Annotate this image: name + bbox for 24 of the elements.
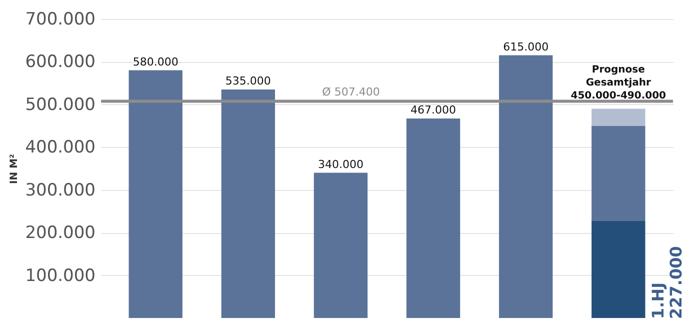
y-tick-label: 400.000 <box>25 138 96 158</box>
data-label: 615.000 <box>503 40 549 54</box>
y-tick-label: 700.000 <box>25 10 96 30</box>
y-tick-label: 100.000 <box>25 266 96 286</box>
data-label: 580.000 <box>132 55 178 68</box>
bar <box>592 126 646 222</box>
bar <box>221 89 276 318</box>
annotation: 1.HJ 227.000 <box>648 246 686 319</box>
y-tick-label: 600.000 <box>25 52 96 72</box>
data-label: 467.000 <box>410 104 456 117</box>
y-tick-label: 500.000 <box>25 94 96 115</box>
bar <box>592 108 646 126</box>
annotation: Prognose Gesamtjahr 450.000-490.000 <box>570 64 666 102</box>
bar <box>592 221 646 318</box>
y-tick-label: 200.000 <box>25 223 96 244</box>
y-axis-title: IN M² <box>9 154 20 184</box>
bar <box>128 70 182 318</box>
bar <box>498 55 553 318</box>
bar <box>314 172 368 318</box>
y-tick-label: 300.000 <box>25 180 96 200</box>
bar <box>406 118 460 318</box>
data-label: 535.000 <box>225 74 271 88</box>
data-label: 340.000 <box>318 158 364 171</box>
ref-line-label: Ø 507.400 <box>322 85 380 98</box>
